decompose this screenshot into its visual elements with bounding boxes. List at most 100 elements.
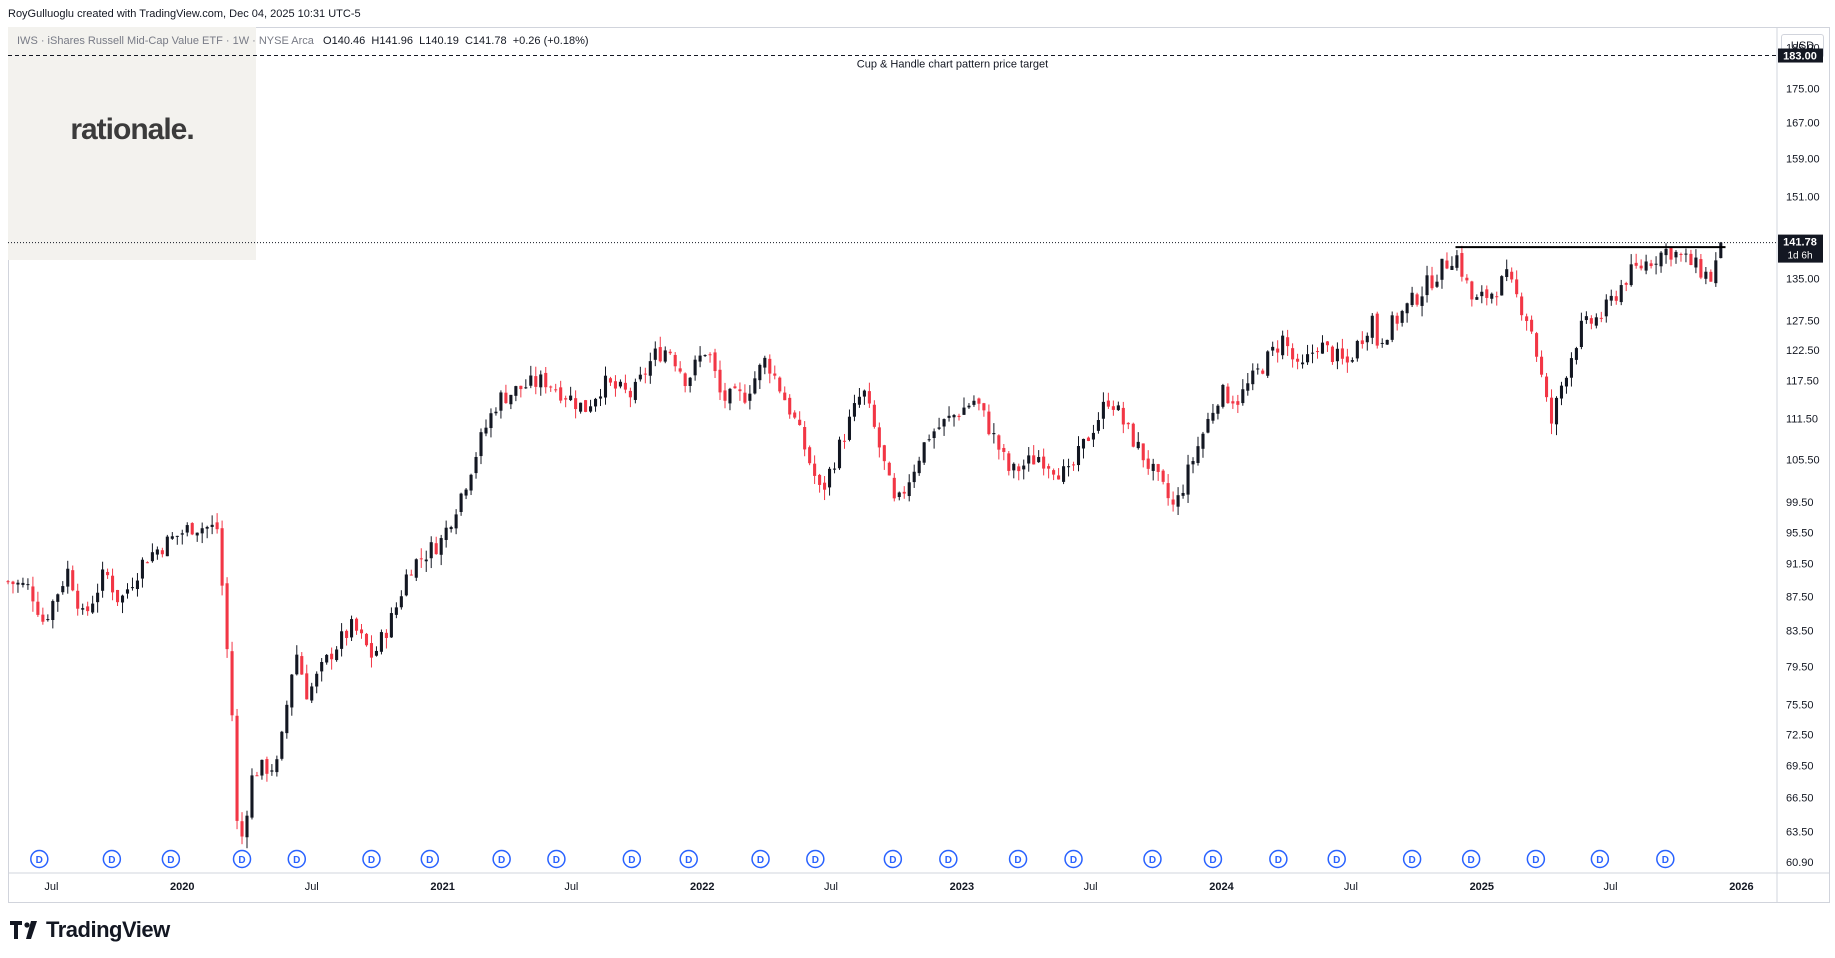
candle-body — [494, 411, 498, 414]
candle-body — [1674, 251, 1678, 258]
candle-body — [1634, 262, 1638, 266]
price-tick-label: 69.50 — [1786, 760, 1814, 772]
candle-body — [1281, 335, 1285, 356]
time-tick-label: Jul — [44, 881, 58, 893]
dividend-marker-icon — [102, 849, 122, 869]
candle-body — [474, 456, 478, 474]
candle-body — [1156, 464, 1160, 472]
candle-body — [1171, 499, 1175, 505]
tradingview-logo[interactable]: TradingView — [10, 917, 170, 942]
candle-body — [1305, 354, 1310, 363]
legend-change: +0.26 (+0.18%) — [512, 35, 589, 47]
candle-body — [155, 549, 159, 555]
time-tick-label: Jul — [824, 881, 838, 893]
candle-body — [982, 403, 986, 411]
candle-body — [1191, 461, 1195, 465]
candle-body — [832, 468, 837, 470]
candle-body — [1609, 295, 1613, 301]
candle-body — [997, 435, 1001, 450]
candle-body — [464, 489, 468, 496]
dividend-marker-label: D — [498, 855, 505, 866]
candle-body — [658, 347, 662, 362]
candle-body — [1211, 412, 1215, 421]
candle-body — [230, 651, 234, 716]
candle-body — [290, 674, 294, 708]
dividend-marker-icon — [1656, 849, 1675, 869]
candle-body — [1614, 296, 1618, 301]
candle-body — [564, 398, 568, 400]
candle-body — [623, 382, 627, 390]
candle-body — [514, 386, 518, 396]
dividend-marker-icon — [547, 849, 566, 869]
candle-body — [763, 357, 767, 368]
candle-body — [369, 643, 374, 658]
candle-body — [1241, 389, 1245, 404]
legend-high: H141.96 — [371, 35, 413, 47]
legend-close: C141.78 — [464, 35, 507, 47]
candle-body — [693, 359, 697, 376]
candle-body — [444, 527, 448, 540]
candle-body — [753, 378, 757, 394]
candle-body — [638, 374, 642, 380]
candle-body — [1465, 277, 1469, 281]
dividend-marker-icon — [751, 849, 770, 869]
dividend-marker-label: D — [812, 855, 819, 866]
candle-body — [1301, 362, 1305, 365]
candle-body — [1355, 340, 1359, 359]
price-chart[interactable]: 60.90 63.50 66.50 69.50 72.50 75.50 79.50 83.50… — [0, 0, 1835, 915]
price-tick-label: 159.00 — [1786, 154, 1820, 166]
candle-body — [1116, 405, 1120, 411]
price-tick-label: 111.50 — [1786, 414, 1818, 426]
candle-body — [892, 477, 896, 499]
dividend-marker-label: D — [1408, 855, 1415, 866]
candle-body — [972, 400, 976, 405]
candle-body — [1684, 253, 1688, 255]
dividend-marker-label: D — [108, 855, 115, 866]
candle-body — [1689, 253, 1693, 265]
candle-body — [325, 654, 329, 663]
dividend-marker-icon — [622, 849, 642, 869]
candle-body — [1445, 260, 1449, 269]
dividend-marker-label: D — [1070, 855, 1077, 866]
candle-body — [250, 775, 254, 818]
candle-body — [987, 411, 991, 435]
dividend-marker-icon — [1327, 849, 1346, 869]
candle-body — [1226, 386, 1230, 404]
candle-body — [1246, 383, 1250, 391]
dividend-marker-label: D — [685, 855, 692, 866]
tradingview-brand: TradingView — [46, 917, 170, 942]
candle-body — [165, 536, 169, 557]
candle-body — [1067, 466, 1071, 468]
candle-body — [275, 759, 279, 773]
dividend-marker-icon — [679, 849, 698, 869]
candle-body — [957, 415, 961, 418]
candle-body — [872, 404, 876, 427]
candle-body — [618, 381, 622, 387]
candle-body — [593, 398, 598, 407]
candle-body — [1071, 464, 1076, 466]
candle-body — [479, 432, 483, 457]
candle-body — [1714, 260, 1718, 284]
candle-body — [967, 405, 971, 408]
time-tick-label: Jul — [564, 881, 578, 893]
candle-body — [359, 629, 364, 634]
candle-body — [56, 594, 60, 602]
candle-body — [1485, 289, 1489, 298]
candle-body — [1694, 257, 1698, 268]
price-tick-label: 79.50 — [1786, 662, 1814, 674]
symbol-legend[interactable]: IWS · iShares Russell Mid-Cap Value ETF … — [17, 35, 589, 47]
legend-symbol[interactable]: IWS · iShares Russell Mid-Cap Value ETF … — [17, 35, 314, 47]
candle-body — [1271, 346, 1275, 351]
dividend-marker-icon — [1590, 849, 1610, 869]
candle-body — [300, 656, 304, 675]
candle-body — [374, 650, 378, 656]
candle-body — [1365, 335, 1369, 343]
candle-body — [1052, 470, 1056, 475]
price-tick-label: 83.50 — [1786, 626, 1814, 638]
candle-body — [917, 460, 921, 474]
candle-body — [1420, 296, 1424, 306]
candle-body — [1390, 315, 1394, 340]
candle-body — [1594, 317, 1598, 326]
price-tick-label: 95.50 — [1786, 527, 1814, 539]
chart-frame — [8, 27, 1830, 903]
